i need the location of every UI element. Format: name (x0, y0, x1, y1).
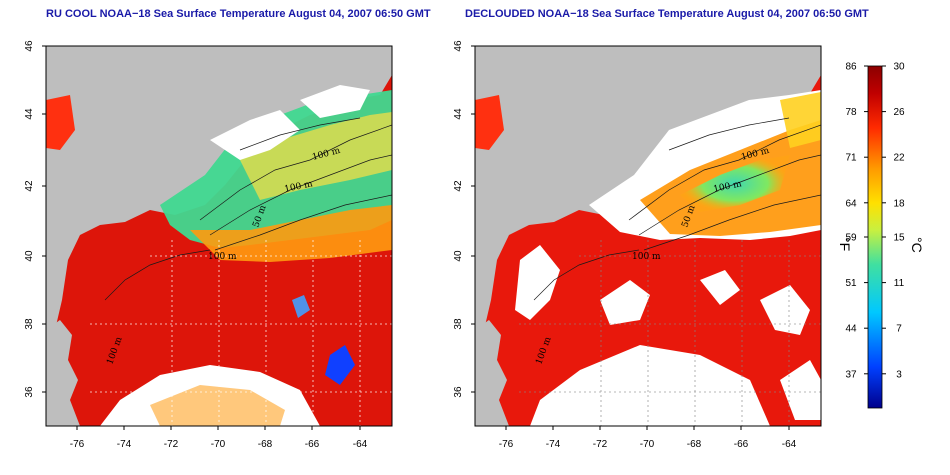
land-southwest (475, 320, 509, 426)
right-lon-tick-label: -66 (734, 439, 749, 450)
left-lat-tick-label: 38 (24, 318, 35, 330)
shelf-slope-water (190, 205, 392, 262)
right-lat-tick-label: 40 (453, 250, 464, 262)
left-lat-tick-label: 44 (24, 108, 35, 120)
colorbar-ramp (867, 65, 883, 409)
left-lon-tick-label: -68 (258, 439, 273, 450)
right-lon-tick-label: -76 (499, 439, 514, 450)
right-lat-tick-label: 44 (453, 108, 464, 120)
contour-label: 100 m (632, 252, 661, 262)
celsius-tick-label: 15 (893, 233, 905, 244)
right-lon-tick-label: -74 (546, 439, 561, 450)
land-southwest (46, 320, 80, 426)
graticule (519, 240, 821, 426)
right-lon-tick-label: -72 (593, 439, 608, 450)
fahrenheit-tick-label: 86 (845, 62, 857, 73)
left-map-panel: 100 m 100 m 50 m 100 m 100 m (46, 46, 392, 426)
inland-lake (475, 95, 504, 150)
right-lat-tick-label: 46 (453, 40, 464, 52)
left-lat-tick-label: 36 (24, 386, 35, 398)
cool-eddy (325, 345, 355, 385)
fahrenheit-tick-label: 64 (845, 198, 857, 209)
colorbar: 30 86 26 78 22 71 18 64 15 59 11 51 7 44 3 37 °F °C (837, 62, 925, 409)
bathymetry-contours (533, 117, 821, 301)
left-lat-tick-label: 40 (24, 250, 35, 262)
contour-label: 100 m (208, 252, 237, 262)
fahrenheit-tick-label: 37 (845, 369, 857, 380)
cloud-south (530, 345, 770, 426)
bathymetry-contours (104, 117, 392, 301)
right-lon-tick-label: -70 (640, 439, 655, 450)
fahrenheit-tick-label: 71 (845, 153, 857, 164)
left-lon-tick-label: -70 (211, 439, 226, 450)
right-lon-tick-label: -64 (782, 439, 797, 450)
right-map-frame (474, 45, 822, 427)
cool-shelf-water (680, 155, 790, 212)
right-lat-tick-label: 36 (453, 386, 464, 398)
left-map-frame (45, 45, 393, 427)
left-lon-tick-label: -66 (305, 439, 320, 450)
left-lon-tick-label: -64 (353, 439, 368, 450)
fahrenheit-tick-label: 44 (845, 324, 857, 335)
cloud-patch (210, 110, 300, 160)
left-lat-tick-label: 42 (24, 180, 35, 192)
celsius-tick-label: 7 (896, 324, 902, 335)
left-map-title: RU COOL NOAA−18 Sea Surface Temperature … (46, 8, 431, 20)
celsius-unit-label: °C (909, 237, 925, 253)
celsius-tick-label: 3 (896, 369, 902, 380)
graticule (90, 240, 392, 426)
right-lon-tick-label: -68 (687, 439, 702, 450)
land-mass (46, 46, 392, 340)
fahrenheit-unit-label: °F (837, 237, 853, 251)
celsius-tick-label: 18 (893, 198, 905, 209)
right-map-panel: 100 m 100 m 50 m 100 m 100 m (475, 46, 821, 426)
colorbar-ticks: 30 86 26 78 22 71 18 64 15 59 11 51 7 44 3 37 (845, 62, 905, 381)
celsius-tick-label: 30 (893, 62, 905, 73)
fahrenheit-tick-label: 59 (845, 233, 857, 244)
right-lat-tick-label: 42 (453, 180, 464, 192)
celsius-tick-label: 11 (894, 278, 905, 289)
map-axes: 46 44 42 40 38 36 -76 -74 -72 -70 -68 -66 -64 46 44 42 4… (24, 40, 797, 450)
fahrenheit-tick-label: 51 (845, 278, 857, 289)
left-lon-tick-label: -74 (117, 439, 132, 450)
land-mass (475, 46, 821, 340)
celsius-tick-label: 22 (893, 153, 905, 164)
left-lat-tick-label: 46 (24, 40, 35, 52)
left-lon-tick-label: -76 (70, 439, 85, 450)
fahrenheit-tick-label: 78 (845, 107, 857, 118)
celsius-tick-label: 26 (893, 107, 905, 118)
inland-lake (46, 95, 75, 150)
cloud-patch (515, 245, 560, 320)
right-lat-tick-label: 38 (453, 318, 464, 330)
right-map-title: DECLOUDED NOAA−18 Sea Surface Temperatur… (465, 8, 869, 20)
left-lon-tick-label: -72 (164, 439, 179, 450)
